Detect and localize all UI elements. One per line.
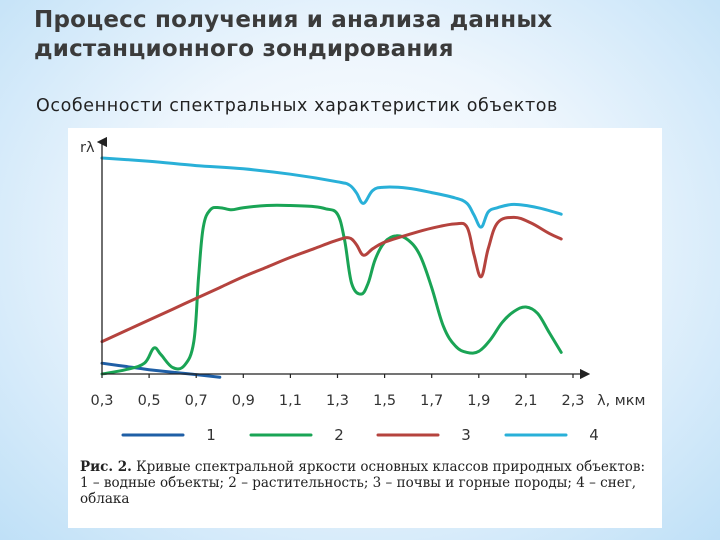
series-line-2 (100, 203, 563, 376)
figure-panel: rλ 0,3 0,5 0,7 0,9 1,1 1,3 1,5 1,7 1,9 2,1 2,3 λ, м… (68, 128, 662, 528)
x-tick-label: 0,3 (90, 393, 113, 409)
x-tick-label: 1,1 (279, 393, 302, 409)
x-tick-label: 0,5 (138, 393, 161, 409)
legend-label-2: 2 (334, 426, 344, 444)
x-tick-label: 2,1 (514, 393, 537, 409)
x-tick-label: 1,5 (373, 393, 396, 409)
caption-text: Кривые спектральной яркости основных кла… (131, 459, 646, 475)
series-line-1 (100, 361, 222, 379)
x-tick-label: 1,7 (420, 393, 443, 409)
chart-axes: rλ (80, 136, 591, 380)
x-tick-label: 0,7 (185, 393, 208, 409)
legend-label-4: 4 (589, 426, 599, 444)
x-tick-label: 0,9 (232, 393, 255, 409)
x-tick-label: 1,9 (467, 393, 490, 409)
slide-title: Процесс получения и анализа данных диста… (34, 7, 553, 62)
caption-label: Рис. 2. (80, 459, 132, 475)
x-tick-label: 2,3 (561, 393, 584, 409)
caption-items: 1 – водные объекты; 2 – растительность; … (80, 475, 637, 507)
legend: 1 2 3 4 (121, 426, 599, 444)
plot-area (100, 156, 563, 379)
slide-subtitle: Особенности спектральных характеристик о… (36, 96, 558, 116)
x-tick-labels: 0,3 0,5 0,7 0,9 1,1 1,3 1,5 1,7 1,9 2,1 2,3 λ, мкм (90, 374, 645, 409)
legend-label-3: 3 (461, 426, 471, 444)
y-axis-label: rλ (80, 140, 95, 156)
legend-label-1: 1 (206, 426, 216, 444)
x-axis-label: λ, мкм (597, 393, 645, 409)
series-line-3 (100, 215, 563, 344)
x-tick-label: 1,3 (326, 393, 349, 409)
spectral-chart: rλ 0,3 0,5 0,7 0,9 1,1 1,3 1,5 1,7 1,9 2,1 2,3 λ, м… (80, 136, 645, 444)
figure-caption: Рис. 2. Кривые спектральной яркости осно… (80, 459, 650, 507)
series-line-4 (100, 156, 563, 229)
